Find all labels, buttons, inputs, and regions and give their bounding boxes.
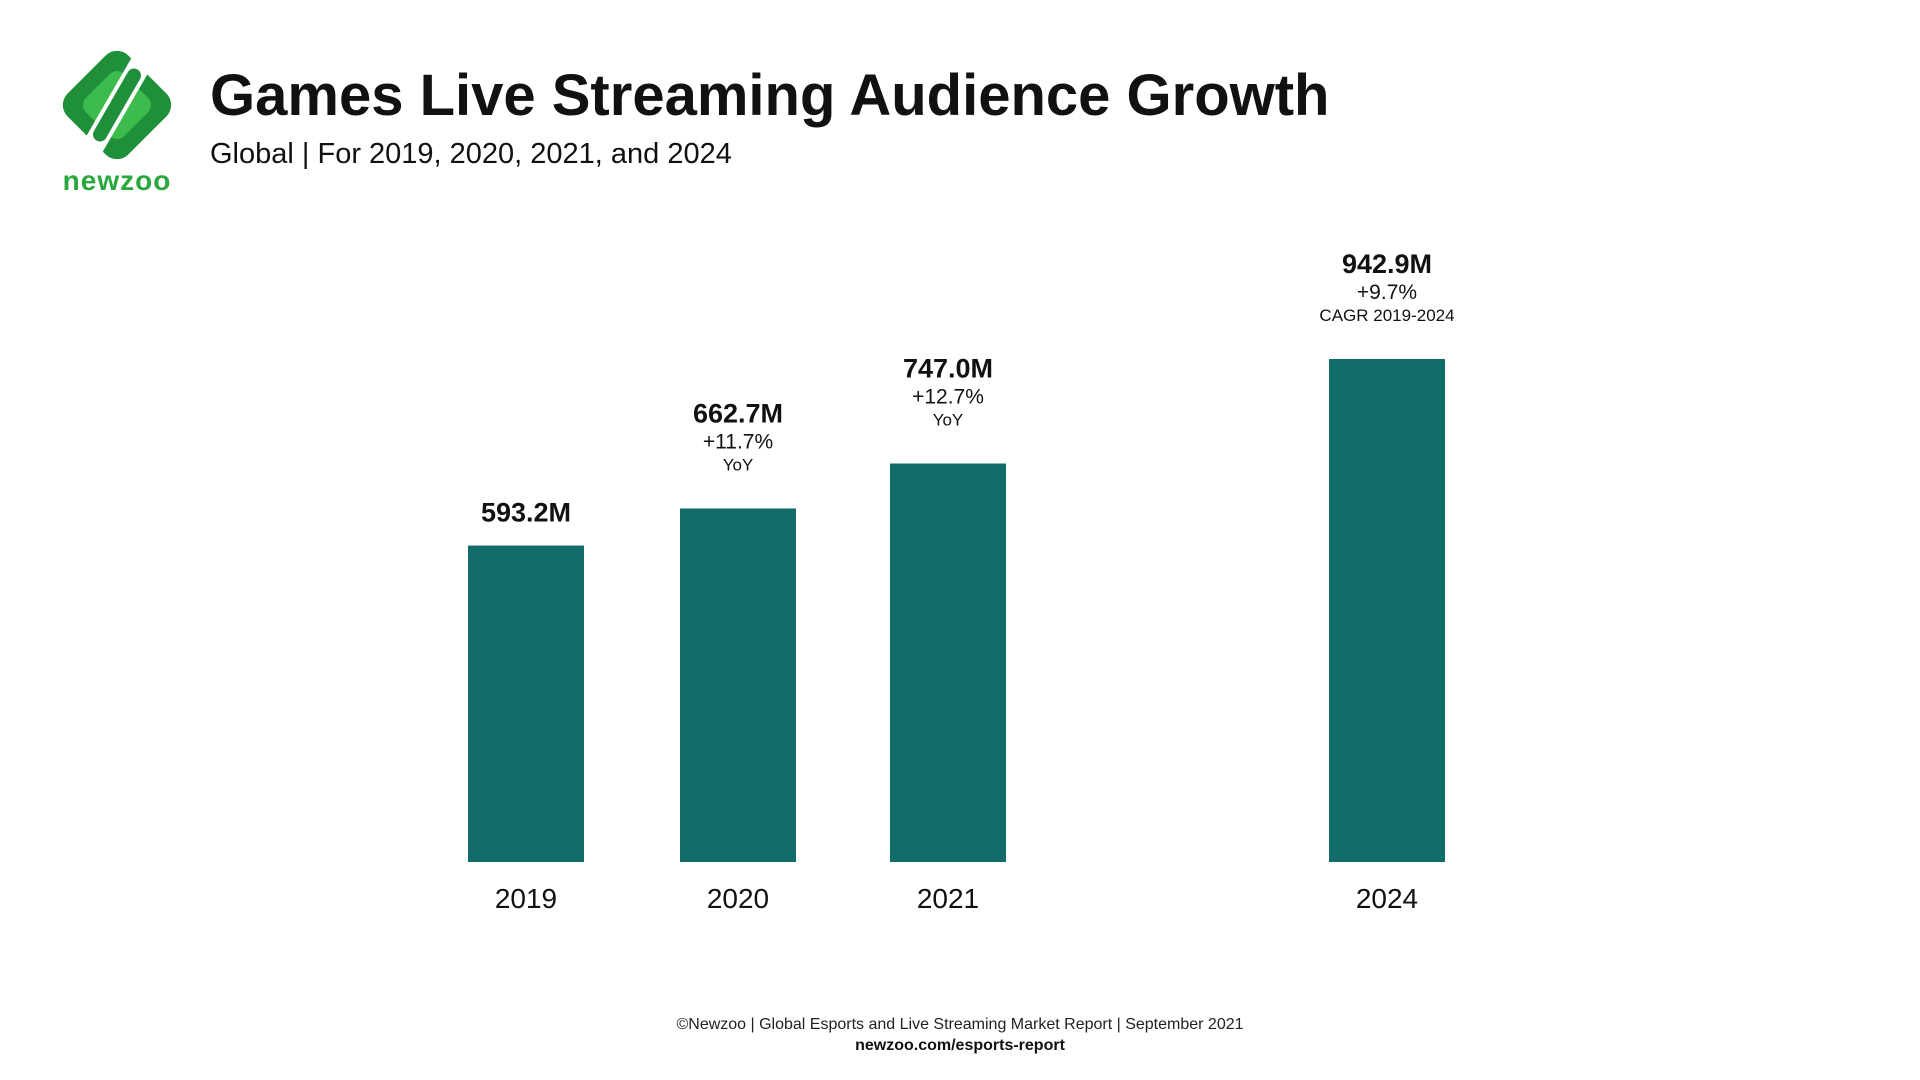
value-label: 662.7M xyxy=(693,398,783,428)
newzoo-logo-icon xyxy=(62,50,172,160)
growth-label: +9.7% xyxy=(1357,281,1417,304)
page-subtitle: Global | For 2019, 2020, 2021, and 2024 xyxy=(210,138,732,170)
x-tick-label: 2021 xyxy=(917,883,979,914)
growth-note: YoY xyxy=(723,455,754,474)
page-title: Games Live Streaming Audience Growth xyxy=(210,63,1330,128)
bar-2019 xyxy=(468,545,584,862)
x-tick-label: 2020 xyxy=(707,883,769,914)
value-label: 747.0M xyxy=(903,354,993,384)
growth-label: +11.7% xyxy=(703,430,773,453)
bar-2021 xyxy=(890,463,1006,862)
x-tick-label: 2024 xyxy=(1356,883,1418,914)
newzoo-logo: newzoo xyxy=(52,40,182,200)
bar-2024 xyxy=(1329,359,1445,862)
footer-link[interactable]: newzoo.com/esports-report xyxy=(855,1037,1065,1054)
value-label: 593.2M xyxy=(481,498,571,528)
x-tick-label: 2019 xyxy=(495,883,557,914)
logo-wordmark: newzoo xyxy=(62,165,172,196)
growth-label: +12.7% xyxy=(912,386,984,409)
growth-note: CAGR 2019-2024 xyxy=(1319,306,1454,325)
footer-source: ©Newzoo | Global Esports and Live Stream… xyxy=(676,1016,1244,1033)
bar-2020 xyxy=(680,508,796,862)
value-label: 942.9M xyxy=(1342,249,1432,279)
growth-note: YoY xyxy=(933,411,964,430)
